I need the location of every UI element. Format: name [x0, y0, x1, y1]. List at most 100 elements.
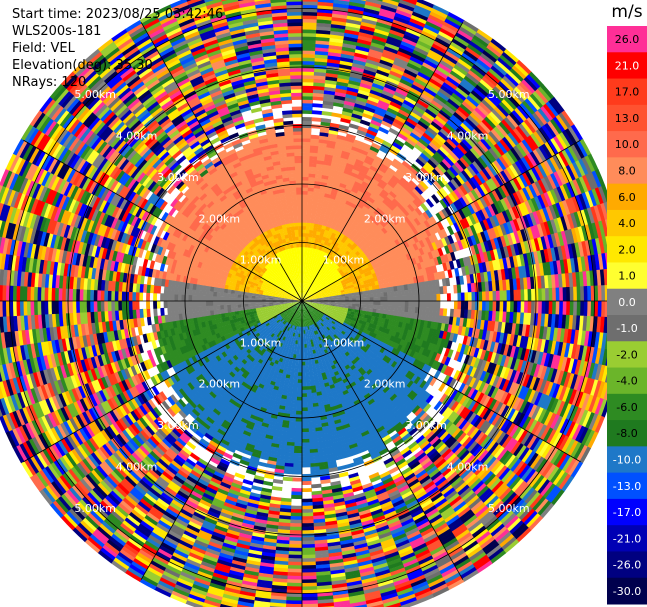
velocity-gate — [366, 208, 374, 216]
velocity-gate — [302, 297, 306, 301]
velocity-gate — [364, 65, 378, 74]
velocity-gate — [405, 253, 412, 261]
velocity-gate — [351, 292, 356, 296]
velocity-gate — [401, 295, 406, 302]
velocity-gate — [596, 204, 606, 222]
velocity-gate — [463, 227, 471, 239]
velocity-gate — [315, 285, 320, 290]
velocity-gate — [305, 278, 308, 283]
velocity-gate — [302, 218, 307, 223]
velocity-gate — [389, 260, 396, 267]
velocity-gate — [335, 277, 340, 282]
velocity-gate — [322, 290, 327, 294]
velocity-gate — [322, 283, 327, 288]
velocity-gate — [351, 62, 366, 70]
velocity-gate — [366, 152, 377, 160]
velocity-gate — [555, 301, 560, 316]
velocity-gate — [390, 97, 404, 107]
velocity-gate — [316, 159, 325, 165]
velocity-gate — [321, 267, 326, 272]
velocity-gate — [549, 156, 561, 173]
velocity-gate — [364, 283, 369, 288]
velocity-gate — [473, 174, 484, 187]
velocity-gate — [556, 217, 565, 233]
velocity-gate — [369, 293, 374, 298]
velocity-gate — [352, 280, 357, 285]
velocity-gate — [367, 282, 373, 288]
velocity-gate — [313, 82, 326, 87]
velocity-gate — [429, 11, 447, 22]
velocity-gate — [309, 229, 314, 234]
velocity-gate — [567, 145, 579, 163]
velocity-gate — [481, 118, 494, 132]
velocity-gate — [469, 112, 483, 125]
velocity-gate — [492, 248, 500, 261]
velocity-gate — [488, 191, 498, 204]
velocity-gate — [534, 165, 545, 180]
velocity-gate — [448, 166, 459, 177]
velocity-gate — [374, 197, 383, 205]
velocity-gate — [304, 278, 307, 283]
velocity-gate — [511, 162, 523, 177]
velocity-gate — [529, 114, 543, 130]
velocity-gate — [394, 275, 400, 282]
velocity-gate — [485, 149, 497, 163]
velocity-gate — [512, 191, 522, 206]
velocity-gate — [555, 114, 569, 131]
velocity-gate — [315, 33, 331, 39]
velocity-gate — [317, 199, 324, 204]
velocity-gate — [479, 78, 494, 92]
velocity-gate — [501, 210, 511, 224]
velocity-gate — [386, 76, 401, 86]
velocity-gate — [475, 211, 484, 223]
velocity-gate — [311, 237, 316, 242]
velocity-gate — [564, 147, 576, 165]
velocity-gate — [411, 129, 423, 139]
velocity-gate — [496, 236, 504, 249]
velocity-gate — [366, 55, 382, 64]
velocity-gate — [387, 229, 395, 237]
velocity-gate — [467, 69, 483, 83]
velocity-gate — [443, 140, 455, 152]
velocity-gate — [437, 130, 450, 142]
velocity-gate — [372, 200, 381, 208]
velocity-gate — [317, 287, 321, 291]
velocity-gate — [430, 138, 442, 150]
velocity-gate — [394, 245, 401, 253]
velocity-gate — [528, 184, 538, 199]
velocity-gate — [381, 89, 395, 99]
velocity-gate — [422, 301, 427, 308]
velocity-gate — [440, 106, 454, 118]
velocity-gate — [469, 131, 481, 144]
velocity-gate — [302, 46, 316, 51]
velocity-gate — [420, 30, 438, 41]
velocity-gate — [461, 154, 473, 166]
velocity-gate — [302, 183, 309, 188]
velocity-gate — [302, 159, 310, 164]
velocity-gate — [385, 183, 394, 192]
velocity-gate — [520, 301, 525, 314]
velocity-gate — [352, 184, 361, 191]
velocity-gate — [336, 134, 347, 141]
velocity-gate — [339, 213, 346, 219]
velocity-gate — [438, 87, 452, 99]
velocity-gate — [550, 172, 561, 189]
velocity-gate — [302, 29, 317, 34]
velocity-gate — [506, 221, 514, 234]
velocity-gate — [472, 160, 483, 173]
velocity-gate — [409, 111, 422, 121]
velocity-gate — [374, 225, 382, 233]
velocity-gate — [304, 285, 307, 290]
velocity-gate — [500, 198, 509, 212]
velocity-gate — [302, 190, 309, 195]
velocity-gate — [588, 239, 595, 256]
velocity-gate — [303, 264, 306, 269]
velocity-gate — [608, 284, 613, 302]
velocity-gate — [440, 228, 448, 239]
velocity-gate — [459, 156, 470, 169]
velocity-gate — [485, 93, 500, 108]
velocity-gate — [359, 304, 364, 308]
velocity-gate — [319, 231, 325, 237]
velocity-gate — [394, 205, 403, 214]
